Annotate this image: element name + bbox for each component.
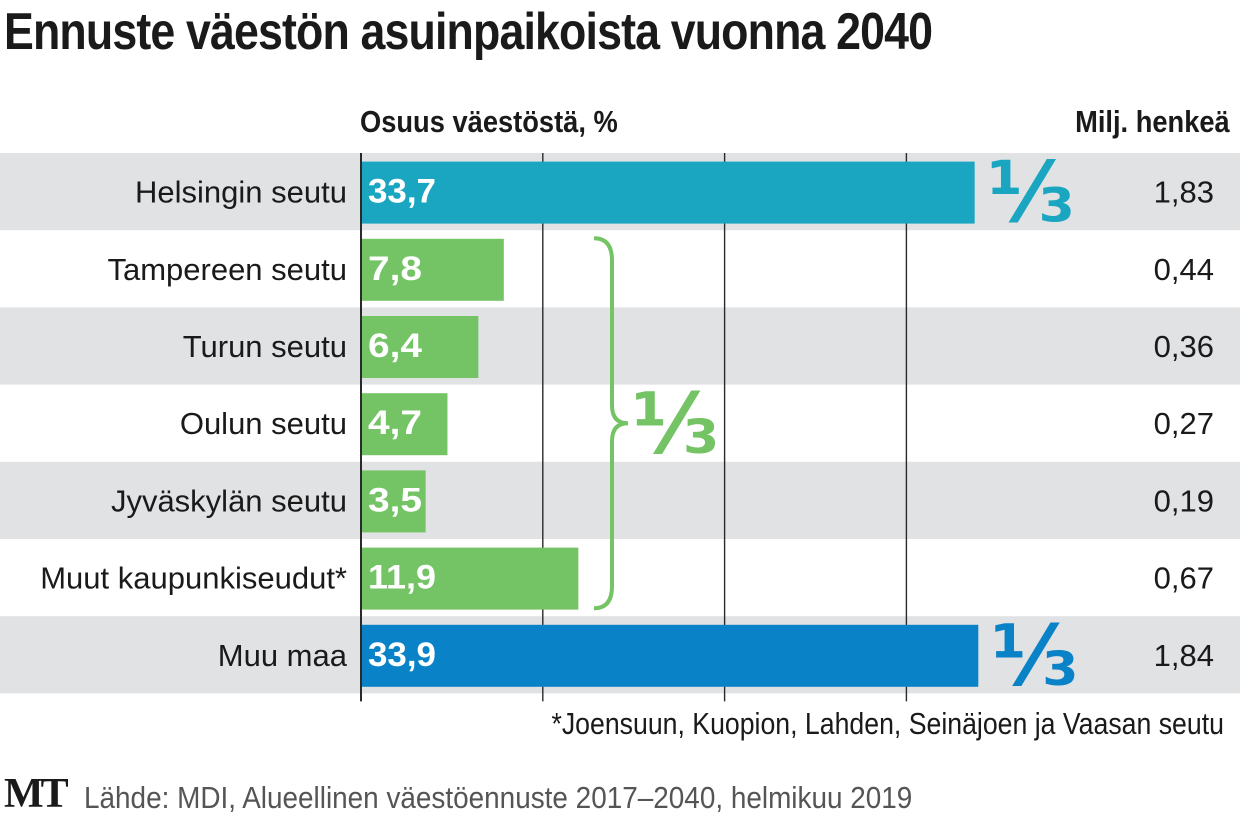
category-label: Muu maa — [218, 638, 348, 673]
category-label: Jyväskylän seutu — [111, 483, 347, 518]
bar-value-label: 33,7 — [368, 173, 436, 211]
bar-value-label: 11,9 — [368, 559, 436, 597]
bar-value-label: 7,8 — [368, 250, 422, 288]
one-third-label-helsinki: ⅓ — [988, 144, 1075, 242]
millions-label: 0,67 — [1154, 561, 1214, 596]
category-label: Helsingin seutu — [135, 175, 347, 210]
millions-label: 0,27 — [1154, 406, 1214, 441]
source-note: Lähde: MDI, Alueellinen väestöennuste 20… — [84, 780, 913, 815]
bar-value-label: 33,9 — [368, 636, 436, 674]
bar-value-label: 3,5 — [368, 481, 422, 519]
row-stripe — [0, 307, 1240, 385]
millions-label: 0,19 — [1154, 483, 1214, 518]
chart-title: Ennuste väestön asuinpaikoista vuonna 20… — [4, 3, 933, 61]
header-share-percent: Osuus väestöstä, % — [360, 104, 618, 139]
category-label: Tampereen seutu — [107, 252, 347, 287]
bar — [362, 624, 979, 687]
footnote: *Joensuun, Kuopion, Lahden, Seinäjoen ja… — [551, 706, 1224, 741]
bar — [362, 161, 975, 224]
category-label: Muut kaupunkiseudut* — [40, 561, 347, 596]
header-millions: Milj. henkeä — [1075, 104, 1230, 139]
millions-label: 1,84 — [1154, 638, 1214, 673]
one-third-label-muu-maa: ⅓ — [991, 607, 1078, 705]
millions-label: 1,83 — [1154, 175, 1214, 210]
mt-logo: MT — [4, 771, 69, 817]
bar-value-label: 4,7 — [368, 404, 422, 442]
bar — [362, 238, 504, 301]
millions-label: 0,44 — [1154, 252, 1214, 287]
bar — [362, 316, 479, 378]
one-third-label-cities: ⅓ — [632, 375, 719, 473]
millions-label: 0,36 — [1154, 329, 1214, 364]
bar — [362, 393, 448, 456]
bar — [362, 470, 426, 533]
bar-value-label: 6,4 — [368, 327, 422, 365]
category-label: Turun seutu — [183, 329, 347, 364]
group-brace — [593, 236, 629, 611]
category-label: Oulun seutu — [180, 406, 347, 441]
bar — [362, 547, 579, 610]
row-stripe — [0, 461, 1240, 539]
